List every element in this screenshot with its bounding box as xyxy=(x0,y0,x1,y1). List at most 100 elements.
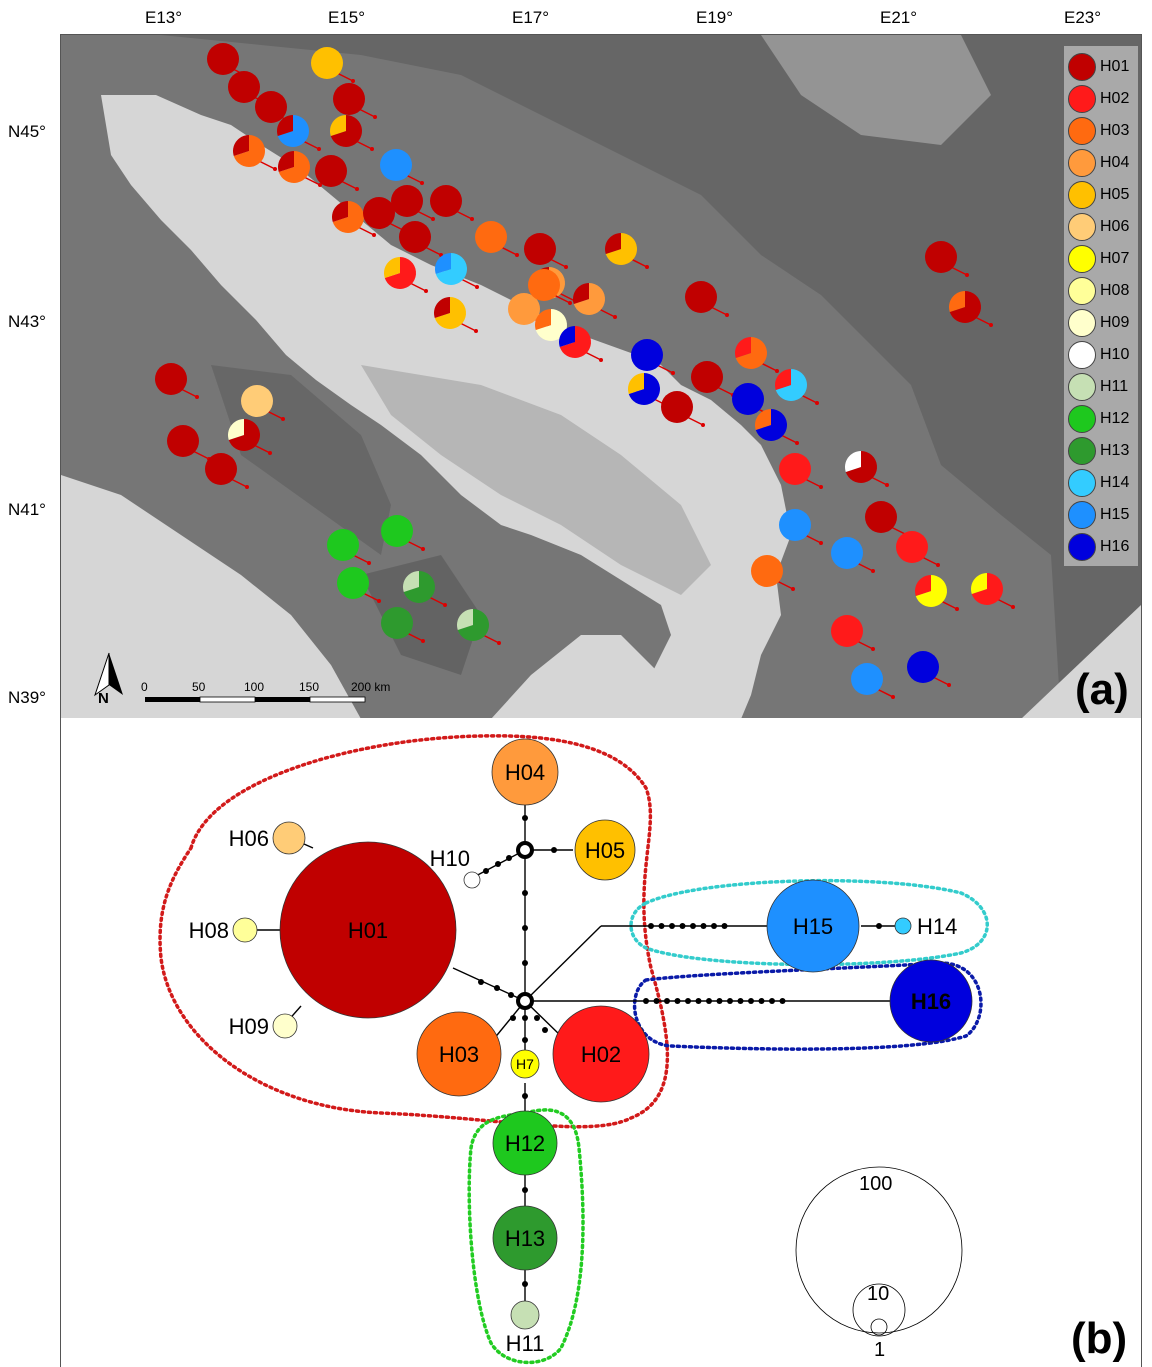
site-leader-line xyxy=(500,246,518,256)
site-pie-chart xyxy=(685,281,717,313)
site-location-dot xyxy=(268,451,272,455)
site-pie-chart xyxy=(751,555,783,587)
site-location-dot xyxy=(367,561,371,565)
scale-tick-150: 150 xyxy=(299,680,319,694)
site-pie-chart xyxy=(228,419,260,451)
site-location-dot xyxy=(421,639,425,643)
pie-slice xyxy=(399,221,431,253)
haplotype-node-h10 xyxy=(463,871,481,889)
legend-item-h14: H14 xyxy=(1068,468,1129,498)
pie-slice xyxy=(831,537,863,569)
legend-swatch xyxy=(1068,53,1096,81)
latitude-label-n45: N45° xyxy=(8,122,46,141)
site-leader-line xyxy=(258,160,276,170)
site-pie-chart xyxy=(735,337,767,369)
pie-slice xyxy=(333,83,365,115)
site-leader-line xyxy=(303,176,321,186)
haplotype-node-h14 xyxy=(894,917,912,935)
legend-item-h01: H01 xyxy=(1068,52,1129,82)
mutation-dot xyxy=(522,1187,528,1193)
site-leader-line xyxy=(336,72,354,82)
legend-item-h10: H10 xyxy=(1068,340,1129,370)
site-pie-chart xyxy=(475,221,507,253)
pie-slice xyxy=(311,47,343,79)
site-pie-chart xyxy=(327,529,359,561)
haplotype-node-label: H01 xyxy=(348,918,388,943)
site-pie-chart xyxy=(779,509,811,541)
site-pie-chart xyxy=(233,135,265,167)
haplotype-node-h06 xyxy=(272,821,306,855)
pie-slice xyxy=(434,297,466,329)
haplotype-node-h11 xyxy=(510,1300,540,1330)
site-leader-line xyxy=(460,278,478,288)
pie-slice xyxy=(751,555,783,587)
site-location-dot xyxy=(599,358,603,362)
site-pie-chart xyxy=(528,269,560,301)
site-pie-chart xyxy=(381,515,413,547)
mutation-dot xyxy=(522,890,528,896)
legend-label: H15 xyxy=(1100,506,1130,523)
pie-slice xyxy=(402,571,419,592)
site-pie-chart xyxy=(277,115,309,147)
size-legend-100: 100 xyxy=(859,1173,892,1195)
site-leader-line xyxy=(406,632,424,642)
pie-slice xyxy=(337,567,369,599)
pie-slice xyxy=(228,419,260,451)
pie-slice xyxy=(915,575,947,607)
legend-label: H14 xyxy=(1100,474,1130,491)
haplotype-node-label: H16 xyxy=(911,989,951,1014)
pie-slice xyxy=(457,609,489,641)
site-location-dot xyxy=(373,115,377,119)
mutation-dot xyxy=(495,861,501,867)
legend-item-h07: H07 xyxy=(1068,244,1129,274)
longitude-label-e15: E15° xyxy=(328,8,366,27)
mutation-dot xyxy=(727,998,733,1004)
pie-slice xyxy=(233,135,249,156)
site-pie-chart xyxy=(631,339,663,371)
pie-slice xyxy=(331,201,348,222)
mutation-dot xyxy=(737,998,744,1004)
legend-label: H12 xyxy=(1100,410,1130,427)
median-vector-center xyxy=(516,992,534,1010)
site-pie-chart xyxy=(755,409,787,441)
site-location-dot xyxy=(431,217,435,221)
site-pie-chart xyxy=(255,91,287,123)
site-pie-chart xyxy=(851,663,883,695)
haplotype-node-h04 xyxy=(491,738,559,806)
mutation-dot xyxy=(711,923,717,929)
median-vector-top xyxy=(516,841,534,859)
mutation-dot xyxy=(542,1027,548,1033)
site-pie-chart xyxy=(337,567,369,599)
site-pie-chart xyxy=(433,297,466,329)
site-leader-line xyxy=(192,450,210,460)
legend-swatch xyxy=(1068,341,1096,369)
pie-slice xyxy=(732,383,764,415)
site-leader-line xyxy=(876,688,894,698)
pie-slice xyxy=(915,575,931,596)
scale-tick-0: 0 xyxy=(141,680,148,694)
site-leader-line xyxy=(553,294,571,304)
pie-slice xyxy=(535,309,567,341)
site-leader-line xyxy=(416,210,434,220)
haplotype-node-h09 xyxy=(272,1013,298,1039)
site-leader-line xyxy=(302,140,320,150)
pie-slice xyxy=(845,451,877,483)
legend-label: H06 xyxy=(1100,218,1130,235)
site-leader-line xyxy=(558,292,576,302)
site-location-dot xyxy=(701,423,705,427)
haplotype-node-h08 xyxy=(232,917,258,943)
site-pie-chart xyxy=(205,453,237,485)
legend-swatch xyxy=(1068,405,1096,433)
legend-label: H16 xyxy=(1100,538,1130,555)
site-leader-line xyxy=(780,434,798,444)
pie-slice xyxy=(329,115,346,136)
site-leader-line xyxy=(686,416,704,426)
site-location-dot xyxy=(318,183,322,187)
size-legend: 100 10 1 xyxy=(795,1166,963,1361)
site-leader-line xyxy=(362,592,380,602)
site-location-dot xyxy=(470,217,474,221)
haplotype-node-h12 xyxy=(492,1110,558,1176)
pie-slice xyxy=(528,269,560,301)
pie-slice xyxy=(430,185,462,217)
legend-swatch xyxy=(1068,149,1096,177)
